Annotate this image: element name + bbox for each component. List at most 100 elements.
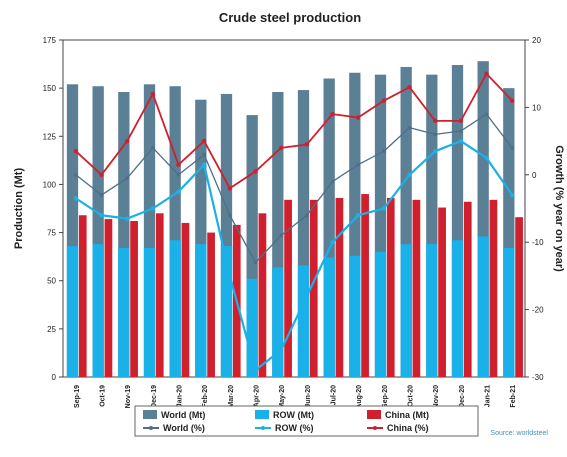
line-point [227, 186, 233, 191]
line-point [330, 111, 335, 117]
line-point [99, 193, 104, 197]
y-tick-label: 175 [43, 36, 57, 45]
x-tick-label: Oct-19 [100, 385, 107, 407]
line-point [330, 179, 335, 184]
source-note: Source: worldsteel [490, 430, 548, 437]
bar-china [335, 197, 344, 377]
line-point [484, 71, 489, 76]
x-tick-label: Sep-19 [74, 385, 81, 408]
bar-china [258, 213, 267, 377]
legend-label: ROW (%) [275, 423, 314, 433]
bar-world [426, 74, 438, 378]
bar-china [155, 213, 164, 377]
line-point [459, 129, 463, 133]
x-tick-label: Mar-20 [228, 385, 235, 408]
legend-label: China (Mt) [385, 410, 429, 420]
line-point [279, 233, 283, 238]
line-point [432, 118, 438, 124]
bar-china [284, 199, 292, 377]
legend-swatch [255, 410, 269, 419]
bar-row [503, 247, 515, 377]
bar-world [143, 84, 156, 377]
bar-row [400, 244, 412, 377]
bar-china [309, 199, 318, 377]
line-point [509, 192, 515, 198]
line-point [510, 146, 514, 150]
bar-row [118, 247, 130, 377]
bar-row [297, 265, 310, 377]
plot-frame [62, 39, 526, 378]
legend-marker [149, 426, 153, 430]
line-point [151, 146, 155, 150]
line-point [201, 138, 207, 144]
line-point [125, 176, 129, 180]
line-point [458, 138, 464, 144]
bar-world [220, 93, 233, 378]
y2-tick-label: 10 [532, 103, 541, 112]
legend-label: ROW (Mt) [273, 410, 314, 420]
y-tick-label: 150 [43, 84, 57, 93]
bar-china [78, 215, 87, 377]
line-point [227, 273, 233, 279]
x-tick-label: Dec-20 [459, 385, 466, 408]
line-world [75, 113, 513, 264]
line-point [73, 149, 79, 154]
x-tick-label: Nov-19 [125, 385, 132, 408]
line-point [253, 260, 258, 265]
bar-row [477, 236, 489, 377]
line-point [484, 155, 489, 161]
x-tick-label: Jul-20 [331, 385, 338, 405]
bar-china [104, 219, 113, 377]
bar-row [220, 246, 233, 377]
line-point [278, 145, 284, 151]
bar-world [195, 99, 207, 377]
y2-tick-label: -20 [532, 306, 544, 315]
line-row [75, 140, 514, 372]
line-point [509, 98, 515, 103]
bar-world [374, 74, 387, 378]
y2-tick-label: 0 [532, 171, 537, 180]
x-tick-label: Feb-21 [510, 385, 517, 408]
line-point [150, 206, 156, 211]
bar-china [489, 199, 498, 377]
line-point [407, 84, 412, 90]
bar-row [92, 244, 104, 377]
chart-title: Crude steel production [219, 10, 361, 25]
line-point [253, 368, 258, 373]
bar-row [272, 267, 284, 377]
x-tick-label: May-20 [279, 385, 286, 409]
bar-world [349, 72, 361, 377]
bar-world [297, 90, 310, 377]
y2-tick-label: -30 [532, 373, 544, 382]
line-point [305, 213, 309, 218]
line-point [356, 162, 360, 167]
bar-world [451, 65, 464, 377]
line-point [150, 91, 156, 97]
bar-china [361, 194, 369, 377]
line-point [73, 196, 79, 201]
bar-china [207, 232, 215, 377]
line-point [407, 172, 412, 177]
bar-china [438, 207, 446, 377]
legend-marker [261, 426, 265, 430]
line-point [432, 149, 438, 154]
bar-world [323, 78, 335, 377]
bar-row [323, 257, 335, 377]
x-tick-label: Dec-19 [151, 385, 158, 408]
legend-swatch [367, 410, 381, 419]
line-point [484, 112, 489, 116]
x-tick-label: Apr-20 [254, 385, 261, 407]
line-point [99, 172, 104, 177]
bar-china [181, 222, 190, 377]
y-tick-label: 50 [47, 277, 56, 286]
line-point [228, 213, 232, 218]
line-point [176, 162, 181, 167]
x-tick-label: Jan-21 [485, 385, 492, 407]
bar-world [118, 91, 130, 377]
x-tick-label: Aug-20 [356, 385, 363, 409]
line-point [202, 152, 206, 157]
bar-world [169, 86, 181, 378]
bar-china [463, 201, 472, 377]
bar-world [66, 84, 79, 377]
